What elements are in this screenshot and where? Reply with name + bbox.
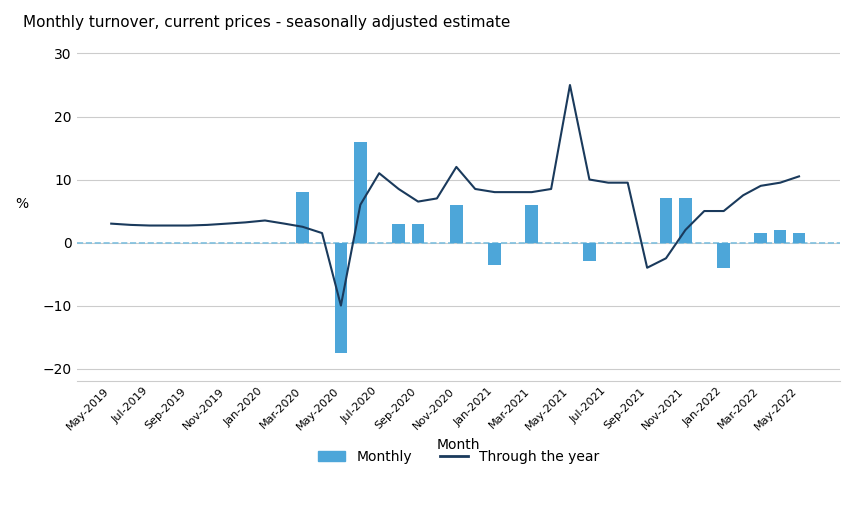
Bar	[717, 243, 730, 268]
Bar	[488, 243, 501, 264]
Bar	[450, 205, 463, 243]
Y-axis label: %: %	[15, 197, 28, 211]
X-axis label: Month: Month	[437, 438, 480, 452]
Bar	[526, 205, 538, 243]
Bar	[583, 243, 596, 261]
Bar	[679, 198, 692, 243]
Bar	[392, 224, 405, 243]
Bar	[660, 198, 672, 243]
Bar	[297, 192, 309, 243]
Bar	[774, 230, 787, 243]
Bar	[334, 243, 347, 353]
Bar	[354, 142, 367, 243]
Bar	[412, 224, 424, 243]
Bar	[793, 233, 805, 243]
Bar	[754, 233, 767, 243]
Legend: Monthly, Through the year: Monthly, Through the year	[312, 444, 604, 470]
Text: Monthly turnover, current prices - seasonally adjusted estimate: Monthly turnover, current prices - seaso…	[23, 15, 510, 30]
